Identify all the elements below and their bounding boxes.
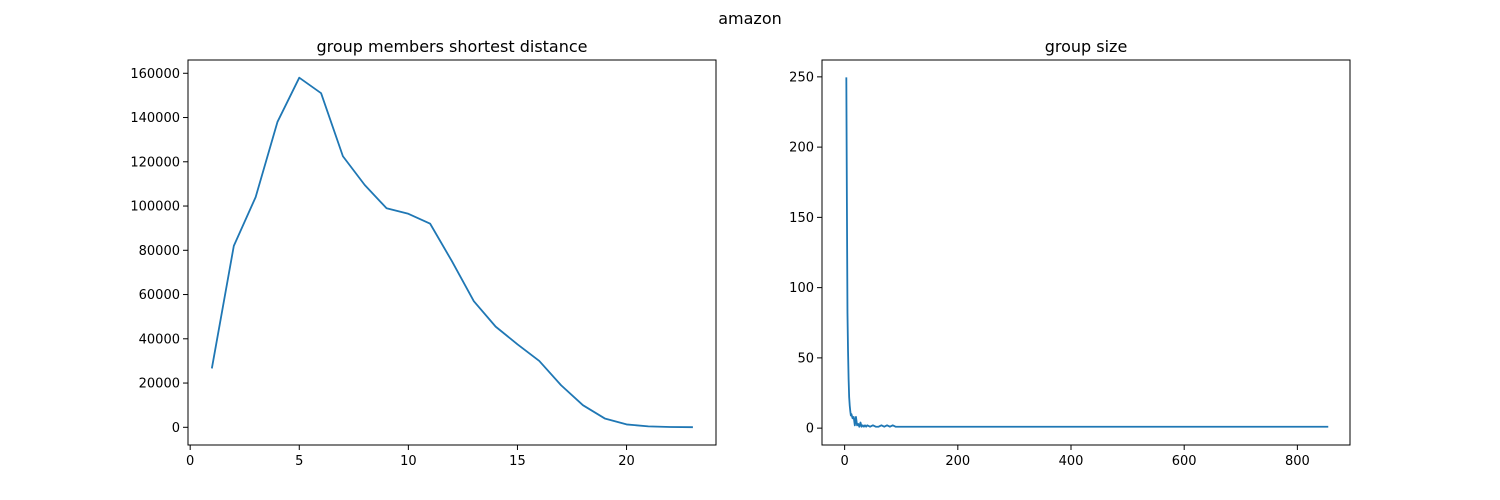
plot-area: 0 200 400 600 800 0 50 100 150 200 250 — [789, 59, 1351, 469]
y-tick-label: 100000 — [130, 200, 180, 215]
axes-frame — [821, 59, 1351, 446]
y-tick-label: 40000 — [139, 332, 180, 347]
x-tick-label: 15 — [509, 454, 526, 469]
x-tick-label: 5 — [295, 454, 303, 469]
y-tick-label: 250 — [789, 70, 814, 85]
y-tick-label: 50 — [797, 351, 814, 366]
x-tick-label: 800 — [1285, 454, 1310, 469]
x-tick-label: 20 — [618, 454, 635, 469]
x-tick-label: 400 — [1059, 454, 1084, 469]
y-tick-label: 140000 — [130, 111, 180, 126]
y-tick-label: 200 — [789, 141, 814, 156]
subplot-title: group size — [1045, 37, 1128, 56]
x-tick-label: 200 — [945, 454, 970, 469]
y-tick-label: 0 — [172, 421, 180, 436]
y-tick-label: 0 — [806, 422, 814, 437]
y-tick-label: 120000 — [130, 155, 180, 170]
y-tick-label: 60000 — [139, 288, 180, 303]
y-tick-label: 20000 — [139, 377, 180, 392]
y-tick-label: 100 — [789, 281, 814, 296]
y-tick-label: 80000 — [139, 244, 180, 259]
x-tick-label: 0 — [840, 454, 848, 469]
plot-area: 0 5 10 15 20 0 20000 40000 60000 80000 100000 12000… — [130, 59, 717, 469]
figure-suptitle: amazon — [718, 9, 782, 28]
axes-frame — [187, 59, 717, 446]
subplot-group-size: group size 0 200 400 600 800 0 50 100 150 200 250 — [789, 37, 1351, 469]
series-line — [845, 77, 1329, 428]
subplot-title: group members shortest distance — [316, 37, 587, 56]
y-tick-label: 160000 — [130, 67, 180, 82]
x-tick-label: 10 — [400, 454, 417, 469]
subplot-shortest-distance: group members shortest distance 0 5 10 15 20… — [130, 37, 717, 469]
series-line — [210, 76, 693, 429]
y-tick-label: 150 — [789, 211, 814, 226]
x-tick-label: 0 — [186, 454, 194, 469]
x-tick-label: 600 — [1172, 454, 1197, 469]
